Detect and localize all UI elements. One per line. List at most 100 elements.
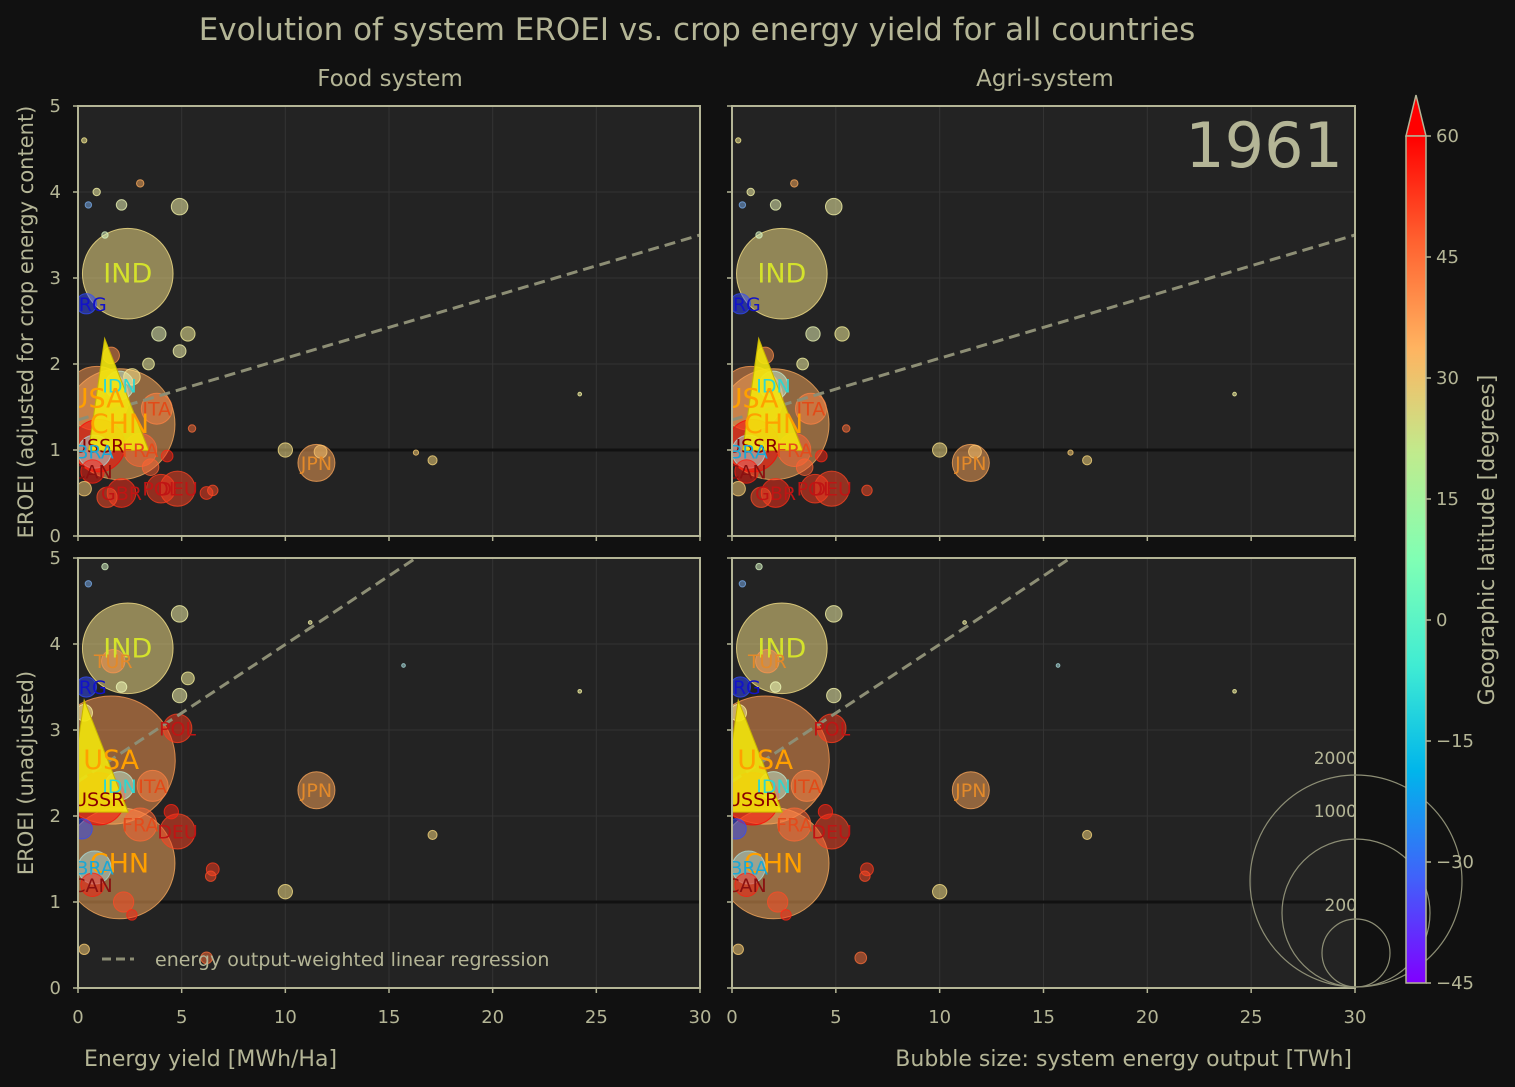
x-tick-label: 20	[481, 1007, 504, 1028]
country-label-arg: ARG	[66, 677, 107, 699]
country-label-usa: USA	[737, 745, 793, 776]
bubble	[84, 580, 93, 588]
bubble	[172, 344, 187, 359]
bubble	[780, 909, 792, 921]
bubble-jpn	[297, 771, 336, 810]
highlight-marker-triangle	[742, 336, 804, 451]
regression-line	[732, 233, 1355, 422]
country-label-ita: ITA	[797, 399, 826, 421]
bubble	[101, 231, 109, 239]
bubble-jpn	[951, 771, 990, 810]
bubble	[115, 199, 128, 211]
bubble-arg	[78, 293, 97, 315]
bubble	[313, 444, 328, 459]
bubble	[767, 891, 789, 913]
x-tick-label: 15	[1032, 1007, 1055, 1028]
x-tick-label: 0	[726, 1007, 737, 1028]
bubble-ita	[794, 392, 827, 425]
country-label-idn: IDN	[756, 376, 790, 398]
bubble	[78, 943, 90, 956]
country-label-ind: IND	[757, 259, 806, 290]
bubble	[968, 444, 982, 459]
bubble	[1082, 455, 1093, 466]
bubble	[861, 484, 873, 497]
bubble	[401, 663, 406, 668]
colorbar-extend-arrow	[1405, 94, 1427, 137]
highlight-marker-triangle	[88, 336, 150, 451]
bubble	[78, 818, 93, 840]
country-label-jpn: JPN	[300, 453, 332, 475]
colorbar-ticks: 60 45 30 15 0 −15 −30 −45	[1426, 126, 1474, 994]
bubble	[750, 486, 772, 508]
y-tick-label: 2	[50, 354, 61, 375]
bubble	[932, 884, 948, 900]
country-label-ita: ITA	[792, 776, 821, 798]
y-tick-label: 5	[50, 96, 61, 117]
country-label-can: CAN	[72, 875, 112, 897]
country-label-pol: POL	[797, 479, 834, 501]
bubble	[795, 458, 814, 476]
country-label-usa: USA	[69, 383, 125, 414]
bubble	[277, 884, 293, 900]
country-label-fra: FRA	[122, 815, 158, 837]
country-label-can: CAN	[726, 462, 766, 484]
year-label: 1961	[1185, 109, 1343, 182]
bubble	[200, 951, 213, 965]
bubble	[769, 199, 782, 211]
bubble	[101, 562, 109, 571]
country-label-fra: FRA	[776, 440, 812, 462]
country-label-arg: ARG	[720, 677, 761, 699]
colorbar-tick-label: −15	[1436, 731, 1474, 752]
bubble	[732, 818, 747, 840]
country-label-ind: IND	[103, 259, 152, 290]
country-label-bra: BRA	[729, 442, 767, 464]
bubble-ita	[140, 392, 173, 425]
bubble	[78, 481, 92, 497]
bubble-ita	[136, 769, 169, 802]
bubble	[790, 179, 799, 188]
bubble-can	[80, 459, 105, 484]
ylabel-adjusted: EROEI (adjusted for crop energy content)	[14, 106, 38, 539]
country-label-ussr: USSR	[727, 436, 778, 458]
country-label-arg: ARG	[720, 294, 761, 316]
bubble	[427, 455, 438, 466]
x-tick-label: 20	[1136, 1007, 1159, 1028]
country-label-deu: DEU	[811, 479, 852, 501]
x-tick-label: 25	[585, 1007, 608, 1028]
country-label-gbr: GBR	[755, 483, 796, 505]
country-label-bra: BRA	[729, 858, 767, 880]
country-label-pol: POL	[159, 718, 196, 740]
country-label-deu: DEU	[157, 821, 198, 843]
figure-title: Evolution of system EROEI vs. crop energ…	[199, 12, 1196, 48]
colorbar: 60 45 30 15 0 −15 −30 −45 Geographic latitude […	[1405, 94, 1500, 994]
bubble-arg	[78, 676, 97, 698]
bubble	[187, 424, 197, 433]
colorbar-tick-label: −45	[1436, 973, 1474, 994]
size-legend-circle-200	[1321, 918, 1391, 988]
bubble	[735, 137, 742, 144]
bubble	[126, 909, 138, 921]
bubble	[577, 391, 583, 397]
y-tick-label: 0	[50, 526, 61, 547]
bubble	[170, 605, 189, 623]
x-tick-label: 15	[378, 1007, 401, 1028]
bubble-tur	[101, 648, 126, 674]
bubble	[307, 620, 313, 625]
bubble	[1055, 663, 1061, 668]
bubble	[826, 687, 842, 704]
bubble	[854, 951, 868, 965]
bubble	[427, 829, 438, 840]
bubble-pol	[146, 473, 176, 504]
country-label-usa: USA	[723, 383, 779, 414]
bubble	[123, 368, 141, 386]
bubble	[204, 870, 217, 882]
y-tick-label: 1	[50, 440, 61, 461]
country-label-ussr: USSR	[73, 436, 124, 458]
bubble	[170, 197, 189, 216]
country-label-chn: CHN	[744, 409, 803, 440]
bubble	[1067, 449, 1074, 456]
